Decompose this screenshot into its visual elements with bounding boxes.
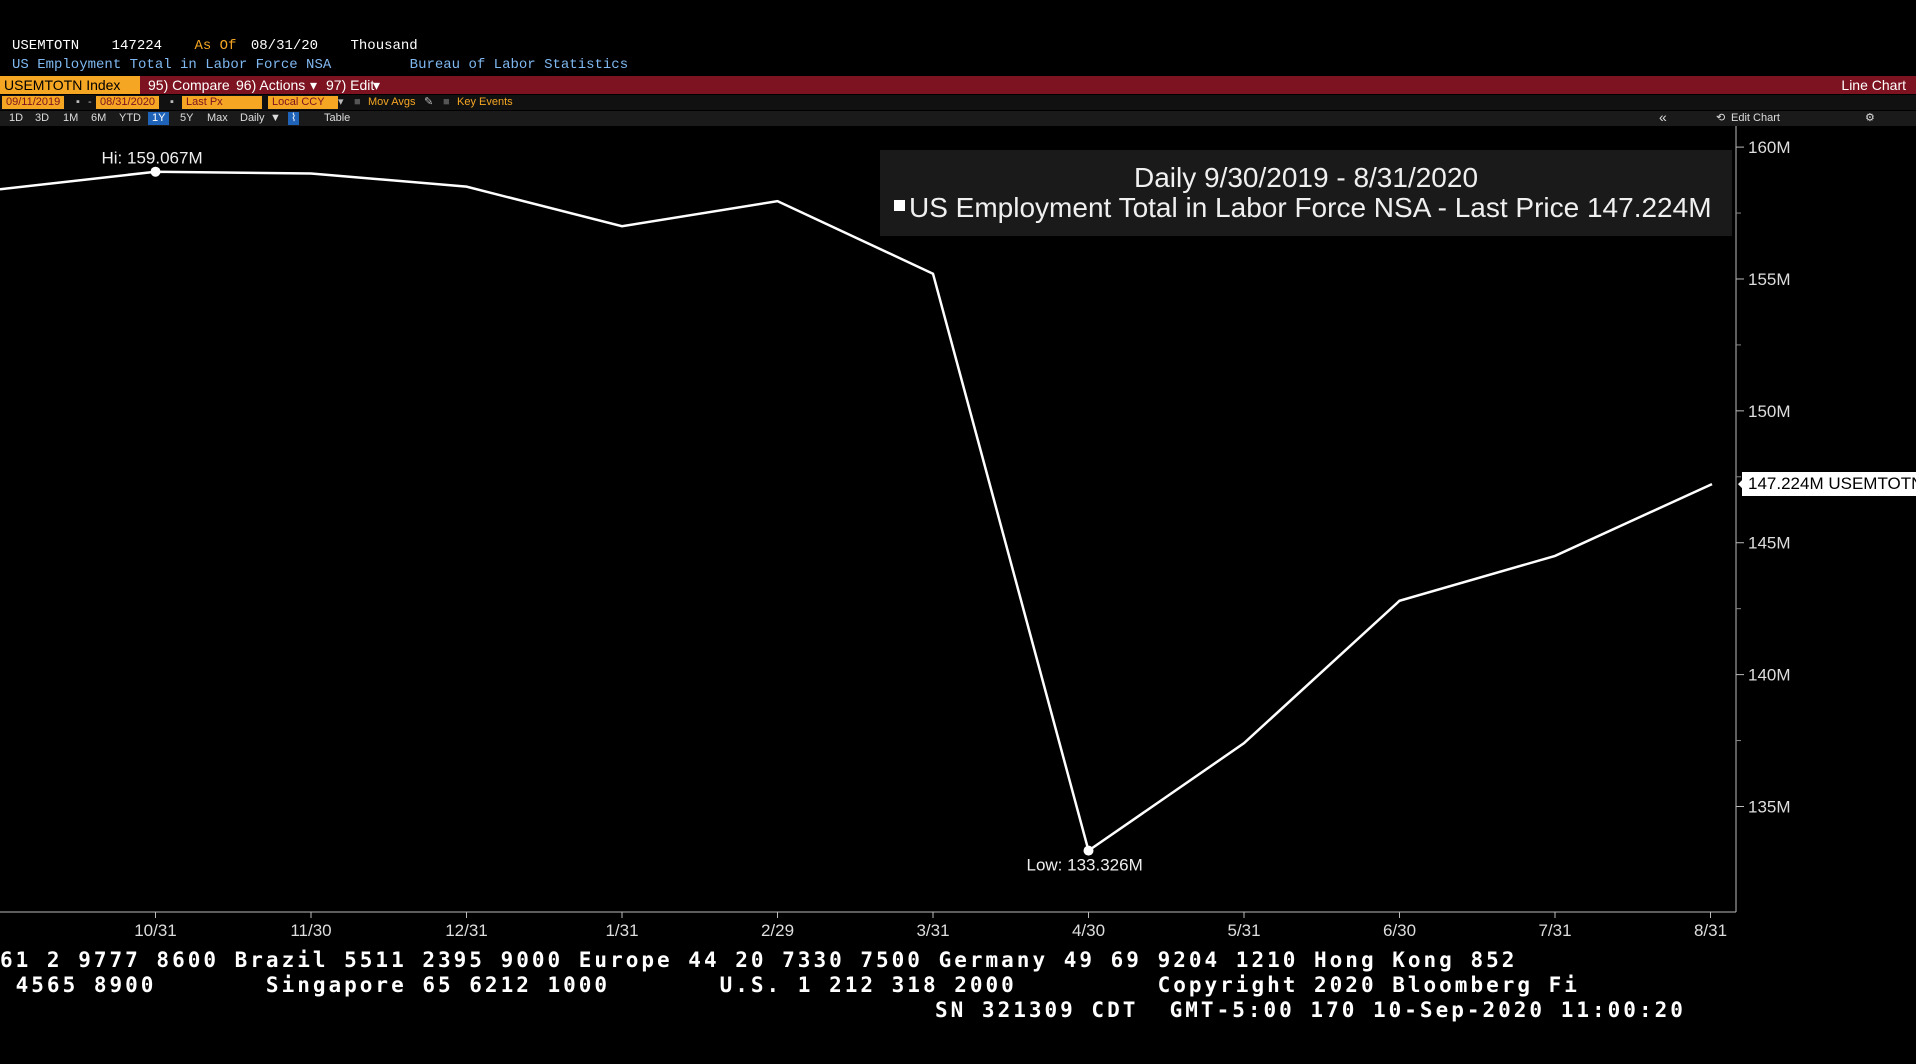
range-5y[interactable]: 5Y [180,112,194,124]
y-tick-label: 150M [1748,402,1791,421]
series-layer [0,170,1713,853]
line-chart-icon[interactable]: ⌇ [288,112,300,125]
mov-avgs-toggle[interactable]: Mov Avgs [368,96,416,108]
range-1d[interactable]: 1D [9,112,24,124]
table-button[interactable]: Table [324,112,351,124]
units-label: Thousand [350,38,418,54]
edit-chevron-icon[interactable]: ▾ [373,77,381,93]
actions-chevron-icon[interactable]: ▾ [310,77,318,93]
range-max[interactable]: Max [207,112,228,124]
as-of-label: As Of [194,38,237,54]
chevron-down-icon[interactable]: ▼ [270,112,281,124]
x-tick-label: 11/30 [290,921,331,940]
low-label: Low: 133.326M [1027,856,1143,875]
range-3d[interactable]: 3D [35,112,50,124]
checkbox-icon[interactable]: ■ [443,96,450,108]
x-tick-label: 4/30 [1072,921,1105,940]
key-events-toggle[interactable]: Key Events [457,96,513,108]
legend-series: US Employment Total in Labor Force NSA -… [894,192,1712,224]
annotations-layer: Hi: 159.067M Low: 133.326M [102,149,1744,875]
y-tick-label: 155M [1748,270,1791,289]
footer-line-3: SN 321309 CDT GMT-5:00 170 10-Sep-2020 1… [935,998,1686,1022]
footer-line-1: 61 2 9777 8600 Brazil 5511 2395 9000 Eur… [0,948,1518,972]
y-tick-label: 135M [1748,797,1791,816]
actions-button[interactable]: 96) Actions [236,77,306,93]
edit-chart-icon[interactable]: ⟲ [1716,112,1726,124]
currency-select[interactable]: Local CCY [268,96,338,109]
high-label: Hi: 159.067M [102,149,203,168]
security-input[interactable]: USEMTOTN Index [0,76,140,94]
x-axis: 10/31 11/30 12/31 1/31 2/29 3/31 4/30 5/31 6/30 7… [0,911,1736,940]
menu-bar: 95) Compare 96) Actions ▾ 97) Edit ▾ Lin… [0,76,1916,94]
security-header: USEMTOTN 147224 As Of 08/31/20 Thousand [12,38,442,54]
range-ytd[interactable]: YTD [119,112,141,124]
x-tick-label: 5/31 [1227,921,1260,940]
security-description-row: US Employment Total in Labor Force NSA B… [12,57,698,73]
data-source: Bureau of Labor Statistics [409,57,629,73]
legend-title: Daily 9/30/2019 - 8/31/2020 [1133,162,1479,193]
range-1m[interactable]: 1M [63,112,79,124]
security-description: US Employment Total in Labor Force NSA [12,57,332,73]
y-axis: 135M 140M 145M 150M 155M 160M [1735,126,1791,912]
x-tick-label: 2/29 [761,921,794,940]
range-6m[interactable]: 6M [91,112,107,124]
chart-legend: Daily 9/30/2019 - 8/31/2020 US Employmen… [880,150,1732,236]
x-tick-label: 12/31 [445,921,488,940]
last-price-tag: 147.224M USEMTOTN [1742,472,1916,497]
legend-series-label: US Employment Total in Labor Force NSA -… [909,192,1712,223]
x-tick-label: 7/31 [1538,921,1571,940]
x-tick-label: 6/30 [1383,921,1416,940]
footer-line-2: 4565 8900 Singapore 65 6212 1000 U.S. 1 … [0,973,1580,997]
edit-chart-button[interactable]: Edit Chart [1731,112,1780,124]
x-tick-label: 10/31 [134,921,177,940]
calendar-icon[interactable]: ▪ [76,96,80,108]
series-line [0,170,1713,853]
compare-button[interactable]: 95) Compare [148,77,230,93]
chevron-down-icon[interactable]: ▾ [338,96,344,108]
as-of-date: 08/31/20 [250,38,319,54]
y-tick-label: 145M [1748,534,1791,553]
pencil-icon[interactable]: ✎ [424,96,434,108]
range-bar: 1D 3D 1M 6M YTD 1Y 5Y Max Daily ▼ ⌇ Tabl… [0,109,1916,126]
range-1y[interactable]: 1Y [148,112,170,125]
x-tick-label: 1/31 [605,921,638,940]
date-separator: - [88,96,92,108]
edit-button[interactable]: 97) Edit [326,77,375,93]
calendar-icon[interactable]: ▪ [170,96,174,108]
low-marker [1083,845,1094,856]
x-tick-label: 3/31 [916,921,949,940]
footer-contact-info: 61 2 9777 8600 Brazil 5511 2395 9000 Eur… [0,948,1916,1044]
end-date-field[interactable]: 08/31/2020 [96,96,160,109]
legend-swatch [894,200,905,212]
frequency-select[interactable]: Daily [240,112,265,124]
last-value: 147224 [111,38,163,54]
start-date-field[interactable]: 09/11/2019 [2,96,65,109]
checkbox-icon[interactable]: ■ [354,96,361,108]
chart-type-label[interactable]: Line Chart [1841,77,1906,93]
options-bar: 09/11/2019 ▪ - 08/31/2020 ▪ Last Px Loca… [0,95,1916,110]
ticker-code: USEMTOTN [12,38,80,54]
gear-icon[interactable]: ⚙ [1865,112,1875,124]
high-marker [150,166,161,177]
collapse-icon[interactable]: « [1659,109,1667,125]
y-tick-label: 160M [1748,138,1791,157]
y-tick-label: 140M [1748,666,1791,685]
x-tick-label: 8/31 [1694,921,1727,940]
field-select[interactable]: Last Px [182,96,262,109]
